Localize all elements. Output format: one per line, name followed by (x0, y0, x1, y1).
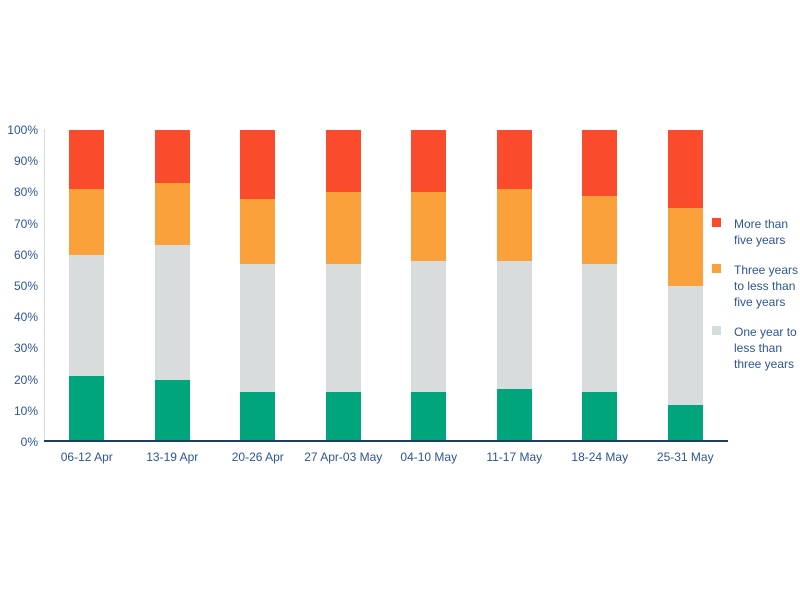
bar-segment-18-24-may-series-2 (582, 195, 618, 265)
y-tick-label-0: 0% (20, 435, 38, 449)
legend-item-more-than-five-years: More than five years (712, 216, 800, 248)
bar-segment-27-apr-03-may-series-0 (325, 392, 361, 442)
bar-segment-18-24-may-series-0 (582, 392, 618, 442)
bar-segment-11-17-may-series-3 (496, 130, 532, 190)
x-axis-baseline (44, 440, 728, 442)
bar-segment-20-26-apr-series-2 (240, 198, 276, 265)
y-tick-label-10: 10% (13, 403, 38, 418)
y-tick-label-30: 30% (13, 341, 38, 356)
x-category-label-13-19-apr: 13-19 Apr (146, 450, 199, 464)
legend-swatch-icon (712, 264, 721, 273)
bar-segment-11-17-may-series-1 (496, 261, 532, 389)
bar-segment-20-26-apr-series-3 (240, 130, 276, 199)
x-category-label-06-12-apr: 06-12 Apr (60, 450, 113, 464)
legend-item-one-year-to-less-than-three-years: One year to less than three years (712, 324, 800, 372)
y-tick-label-90: 90% (13, 154, 38, 169)
bar-segment-04-10-may-series-3 (411, 130, 447, 193)
bar-segment-20-26-apr-series-0 (240, 392, 276, 442)
chart-legend: More than five years Three years to less … (712, 216, 800, 386)
bar-segment-04-10-may-series-2 (411, 192, 447, 262)
bar-segment-04-10-may-series-0 (411, 392, 447, 442)
bar-segment-25-31-may-series-2 (667, 208, 703, 286)
legend-swatch-icon (712, 326, 721, 335)
legend-label: One year to less than three years (734, 325, 797, 371)
bar-segment-13-19-apr-series-1 (154, 245, 190, 380)
x-category-label-27-apr-03-may: 27 Apr-03 May (304, 450, 383, 464)
legend-label: Three years to less than five years (734, 263, 799, 309)
x-category-label-11-17-may: 11-17 May (486, 450, 543, 464)
y-tick-label-40: 40% (13, 310, 38, 325)
bar-segment-20-26-apr-series-1 (240, 264, 276, 393)
bar-segment-06-12-apr-series-3 (69, 130, 105, 190)
bar-segment-25-31-may-series-0 (667, 404, 703, 442)
bar-segment-04-10-may-series-1 (411, 261, 447, 393)
bar-segment-25-31-may-series-1 (667, 286, 703, 405)
bar-segment-11-17-may-series-2 (496, 189, 532, 262)
x-category-label-20-26-apr: 20-26 Apr (231, 450, 284, 464)
bar-segment-13-19-apr-series-0 (154, 379, 190, 442)
y-tick-label-20: 20% (13, 372, 38, 387)
x-category-label-04-10-may: 04-10 May (400, 450, 458, 464)
y-tick-label-80: 80% (13, 185, 38, 200)
bar-segment-25-31-may-series-3 (667, 130, 703, 208)
legend-label: More than five years (734, 217, 789, 247)
bar-segment-13-19-apr-series-2 (154, 183, 190, 246)
y-tick-label-100: 100% (7, 123, 38, 137)
y-tick-label-70: 70% (13, 216, 38, 231)
bar-segment-11-17-may-series-0 (496, 388, 532, 442)
bar-segment-18-24-may-series-3 (582, 130, 618, 196)
bar-segment-27-apr-03-may-series-2 (325, 192, 361, 265)
y-axis-line (44, 129, 45, 442)
bar-segment-13-19-apr-series-3 (154, 130, 190, 184)
y-tick-label-60: 60% (13, 247, 38, 262)
y-tick-label-50: 50% (13, 279, 38, 293)
bar-segment-06-12-apr-series-1 (69, 254, 105, 377)
bar-segment-18-24-may-series-1 (582, 264, 618, 393)
bar-segment-06-12-apr-series-2 (69, 189, 105, 255)
x-category-label-18-24-may: 18-24 May (571, 450, 629, 464)
x-category-label-25-31-may: 25-31 May (656, 450, 714, 464)
legend-item-three-years-to-less-than-five-years: Three years to less than five years (712, 262, 800, 310)
legend-swatch-icon (712, 218, 721, 227)
bar-segment-06-12-apr-series-0 (69, 376, 105, 442)
bar-segment-27-apr-03-may-series-1 (325, 264, 361, 393)
bar-segment-27-apr-03-may-series-3 (325, 130, 361, 193)
